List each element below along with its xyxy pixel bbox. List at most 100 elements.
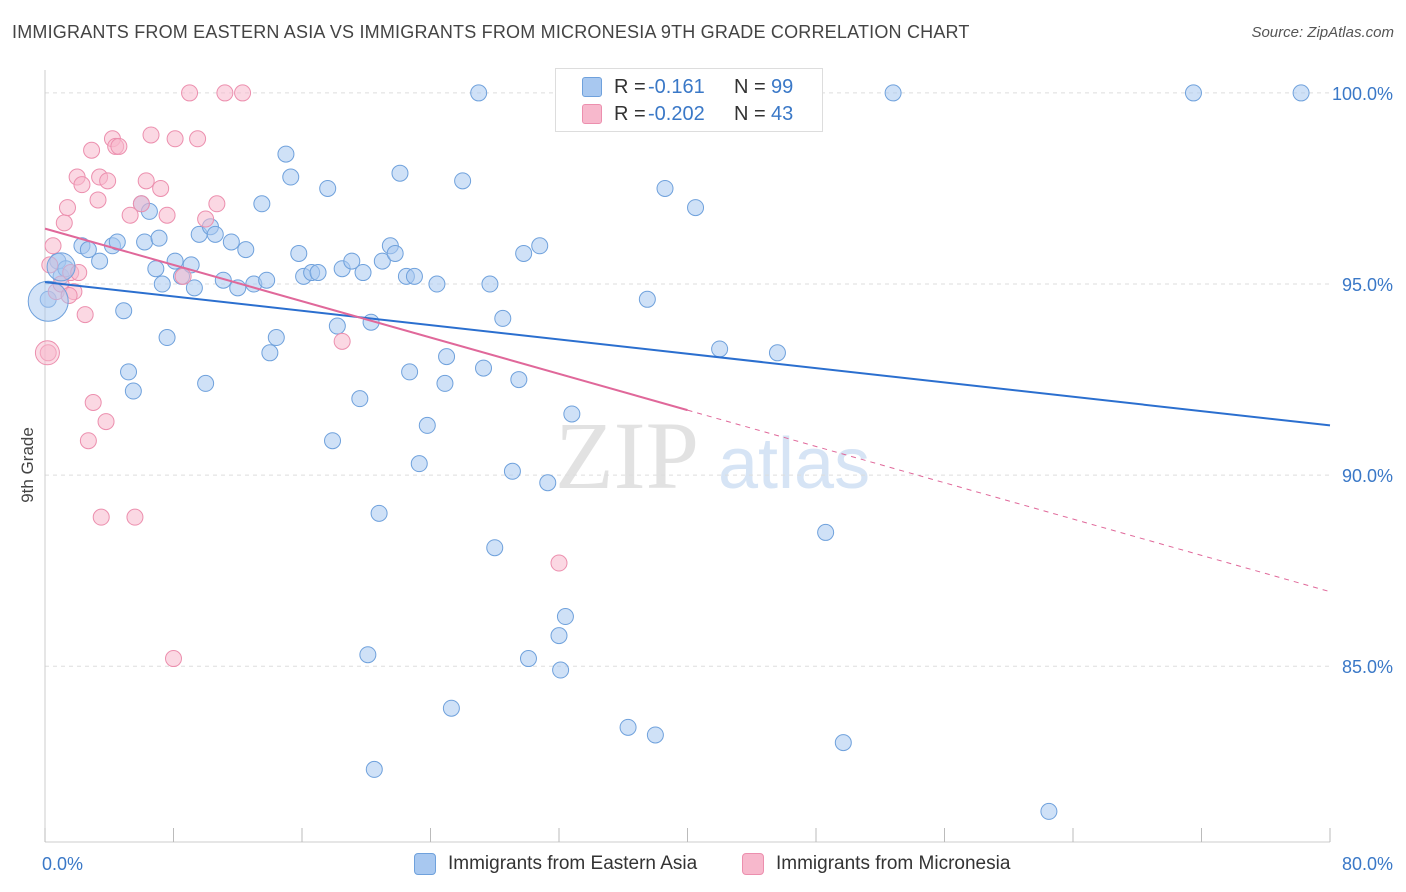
point-eastern-asia <box>552 661 570 679</box>
point-micronesia <box>97 413 115 431</box>
point-eastern-asia <box>258 271 276 289</box>
point-micronesia <box>55 214 73 232</box>
trend-lines <box>44 227 1331 593</box>
point-eastern-asia <box>261 344 279 362</box>
point-eastern-asia <box>253 195 271 213</box>
point-eastern-asia <box>206 225 224 243</box>
point-micronesia <box>121 206 139 224</box>
point-eastern-asia <box>351 390 369 408</box>
point-eastern-asia <box>328 317 346 335</box>
x-tick-label: 80.0% <box>1342 854 1393 874</box>
point-micronesia <box>152 179 170 197</box>
point-micronesia <box>181 84 199 102</box>
point-eastern-asia <box>197 374 215 392</box>
r-value: -0.161 <box>648 75 705 98</box>
point-eastern-asia <box>1184 84 1202 102</box>
chart-title: IMMIGRANTS FROM EASTERN ASIA VS IMMIGRAN… <box>12 22 970 42</box>
stats-swatch-eastern-asia <box>582 77 602 97</box>
legend-item-eastern-asia[interactable]: Immigrants from Eastern Asia <box>414 852 697 876</box>
y-tick-label: 85.0% <box>1342 657 1393 677</box>
point-eastern-asia <box>531 237 549 255</box>
point-eastern-asia <box>510 371 528 389</box>
point-eastern-asia <box>158 329 176 347</box>
point-eastern-asia <box>370 504 388 522</box>
point-eastern-asia <box>46 252 76 282</box>
point-micronesia <box>189 130 207 148</box>
point-eastern-asia <box>120 363 138 381</box>
point-micronesia <box>132 195 150 213</box>
point-eastern-asia <box>619 718 637 736</box>
point-eastern-asia <box>267 329 285 347</box>
point-micronesia <box>92 508 110 526</box>
point-eastern-asia <box>638 290 656 308</box>
y-axis-label: 9th Grade <box>18 427 37 503</box>
point-eastern-asia <box>539 474 557 492</box>
stats-swatch-micronesia <box>582 104 602 124</box>
point-eastern-asia <box>817 523 835 541</box>
point-eastern-asia <box>282 168 300 186</box>
point-micronesia <box>73 176 91 194</box>
trend-line-micronesia-extension <box>687 409 1331 593</box>
point-micronesia <box>83 141 101 159</box>
point-eastern-asia <box>391 164 409 182</box>
point-eastern-asia <box>115 302 133 320</box>
point-eastern-asia <box>401 363 419 381</box>
point-eastern-asia <box>343 252 361 270</box>
point-micronesia <box>79 432 97 450</box>
point-micronesia <box>234 84 252 102</box>
point-micronesia <box>216 84 234 102</box>
point-micronesia <box>550 554 568 572</box>
point-eastern-asia <box>438 348 456 366</box>
point-eastern-asia <box>436 374 454 392</box>
point-eastern-asia <box>124 382 142 400</box>
point-micronesia <box>333 332 351 350</box>
r-value: -0.202 <box>648 102 705 125</box>
point-eastern-asia <box>324 432 342 450</box>
point-eastern-asia <box>454 172 472 190</box>
source-label: Source: ZipAtlas.com <box>1251 24 1394 41</box>
point-eastern-asia <box>237 241 255 259</box>
y-tick-label: 95.0% <box>1342 275 1393 295</box>
point-eastern-asia <box>556 608 574 626</box>
point-eastern-asia <box>319 179 337 197</box>
point-micronesia <box>84 393 102 411</box>
legend-swatch-eastern-asia <box>414 853 436 875</box>
point-eastern-asia <box>147 260 165 278</box>
point-micronesia <box>44 237 62 255</box>
point-eastern-asia <box>834 734 852 752</box>
point-eastern-asia <box>386 244 404 262</box>
stats-row-eastern-asia: R = -0.161 N = 99 <box>556 74 822 100</box>
point-eastern-asia <box>27 280 69 322</box>
point-eastern-asia <box>359 646 377 664</box>
y-tick-label: 100.0% <box>1332 84 1393 104</box>
y-tick-label: 90.0% <box>1342 466 1393 486</box>
n-label: N = <box>734 75 766 98</box>
point-micronesia <box>166 130 184 148</box>
point-eastern-asia <box>519 650 537 668</box>
point-eastern-asia <box>687 199 705 217</box>
point-eastern-asia <box>563 405 581 423</box>
point-eastern-asia <box>486 539 504 557</box>
point-eastern-asia <box>91 252 109 270</box>
point-eastern-asia <box>410 455 428 473</box>
legend-item-micronesia[interactable]: Immigrants from Micronesia <box>742 852 1010 876</box>
point-micronesia <box>110 137 128 155</box>
point-eastern-asia <box>373 252 391 270</box>
point-eastern-asia <box>515 244 533 262</box>
r-label: R = <box>614 75 646 98</box>
n-value: 99 <box>771 75 794 98</box>
point-eastern-asia <box>481 275 499 293</box>
stats-row-micronesia: R = -0.202 N = 43 <box>556 101 822 127</box>
point-eastern-asia <box>428 275 446 293</box>
point-micronesia <box>126 508 144 526</box>
point-eastern-asia <box>711 340 729 358</box>
point-micronesia <box>142 126 160 144</box>
point-micronesia <box>137 172 155 190</box>
point-micronesia <box>58 199 76 217</box>
legend-label-micronesia: Immigrants from Micronesia <box>776 853 1011 874</box>
trend-line-eastern-asia <box>44 281 1331 427</box>
point-eastern-asia <box>365 760 383 778</box>
n-value: 43 <box>771 102 794 125</box>
point-eastern-asia <box>309 264 327 282</box>
